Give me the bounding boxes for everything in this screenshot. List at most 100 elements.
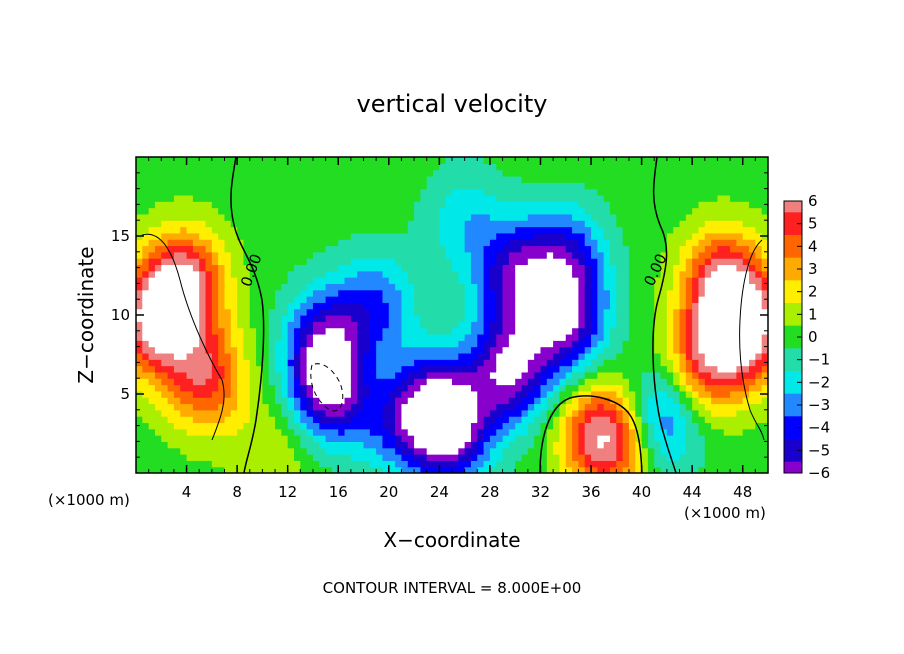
heatmap-cell (660, 175, 668, 183)
heatmap-cell (331, 264, 339, 272)
heatmap-cell (395, 308, 403, 316)
heatmap-cell (161, 163, 169, 171)
heatmap-cell (218, 289, 226, 297)
heatmap-cell (230, 327, 238, 335)
heatmap-cell (470, 435, 478, 442)
heatmap-cell (237, 245, 245, 253)
heatmap-cell (464, 435, 472, 442)
heatmap-cell (433, 201, 440, 209)
heatmap-cell (420, 371, 428, 379)
heatmap-cell (312, 302, 320, 310)
heatmap-cell (483, 321, 491, 329)
heatmap-cell (173, 207, 181, 215)
heatmap-cell (717, 441, 725, 449)
heatmap-cell (679, 188, 687, 196)
heatmap-cell (243, 245, 251, 253)
heatmap-cell (281, 460, 289, 468)
heatmap-cell (730, 447, 737, 455)
heatmap-cell (388, 296, 396, 303)
heatmap-cell (515, 409, 523, 417)
heatmap-cell (426, 454, 434, 461)
heatmap-cell (142, 270, 150, 278)
heatmap-cell (376, 346, 384, 354)
heatmap-cell (711, 384, 719, 392)
heatmap-cell (578, 175, 586, 183)
heatmap-cell (243, 403, 251, 411)
heatmap-cell (312, 315, 320, 322)
heatmap-cell (666, 416, 674, 424)
heatmap-cell (628, 422, 636, 430)
heatmap-cell (698, 283, 706, 291)
heatmap-cell (685, 283, 693, 291)
heatmap-cell (173, 194, 181, 202)
heatmap-cell (603, 327, 611, 335)
heatmap-cell (616, 308, 624, 316)
heatmap-cell (698, 384, 706, 392)
heatmap-cell (224, 340, 232, 348)
heatmap-cell (597, 466, 605, 473)
heatmap-cell (420, 315, 428, 322)
heatmap-cell (388, 333, 396, 341)
heatmap-cell (464, 365, 472, 373)
heatmap-cell (256, 321, 263, 329)
heatmap-cell (136, 365, 143, 373)
heatmap-cell (331, 315, 339, 322)
heatmap-cell (736, 175, 744, 183)
heatmap-cell (186, 321, 194, 329)
heatmap-cell (628, 441, 636, 449)
heatmap-cell (218, 454, 226, 461)
heatmap-cell (666, 365, 674, 373)
heatmap-cell (154, 460, 162, 468)
heatmap-cell (338, 390, 346, 398)
heatmap-cell (628, 194, 636, 202)
heatmap-cell (268, 169, 276, 177)
heatmap-cell (483, 258, 491, 266)
heatmap-cell (647, 447, 655, 455)
heatmap-cell (508, 384, 516, 392)
heatmap-cell (173, 352, 181, 360)
heatmap-cell (698, 315, 706, 322)
heatmap-cell (534, 283, 542, 291)
heatmap-cell (243, 422, 251, 430)
heatmap-cell (692, 390, 700, 398)
heatmap-cell (433, 359, 440, 367)
heatmap-cell (572, 428, 579, 436)
heatmap-cell (603, 460, 611, 468)
heatmap-cell (452, 403, 459, 411)
heatmap-cell (199, 422, 207, 430)
heatmap-cell (717, 207, 725, 215)
heatmap-cell (597, 270, 605, 278)
heatmap-cell (186, 194, 194, 202)
heatmap-cell (237, 359, 245, 367)
heatmap-cell (584, 283, 592, 291)
heatmap-cell (755, 447, 763, 455)
heatmap-cell (287, 466, 295, 473)
heatmap-cell (439, 270, 447, 278)
heatmap-cell (673, 302, 681, 310)
heatmap-cell (382, 315, 390, 322)
heatmap-cell (692, 466, 700, 473)
heatmap-cell (154, 315, 162, 322)
heatmap-cell (445, 416, 453, 424)
heatmap-cell (483, 226, 491, 234)
heatmap-cell (388, 447, 396, 455)
heatmap-cell (641, 327, 649, 335)
heatmap-cell (635, 441, 643, 449)
heatmap-cell (578, 157, 586, 164)
heatmap-cell (281, 365, 289, 373)
heatmap-cell (452, 321, 459, 329)
heatmap-cell (610, 466, 617, 473)
heatmap-cell (464, 359, 472, 367)
heatmap-cell (761, 251, 768, 259)
heatmap-cell (553, 169, 561, 177)
heatmap-cell (496, 226, 504, 234)
heatmap-cell (641, 321, 649, 329)
heatmap-cell (237, 308, 245, 316)
heatmap-cell (350, 441, 358, 449)
heatmap-cell (420, 308, 428, 316)
heatmap-cell (414, 327, 421, 335)
heatmap-cell (692, 264, 700, 272)
heatmap-cell (407, 315, 415, 322)
heatmap-cell (230, 302, 238, 310)
heatmap-cell (717, 277, 725, 284)
